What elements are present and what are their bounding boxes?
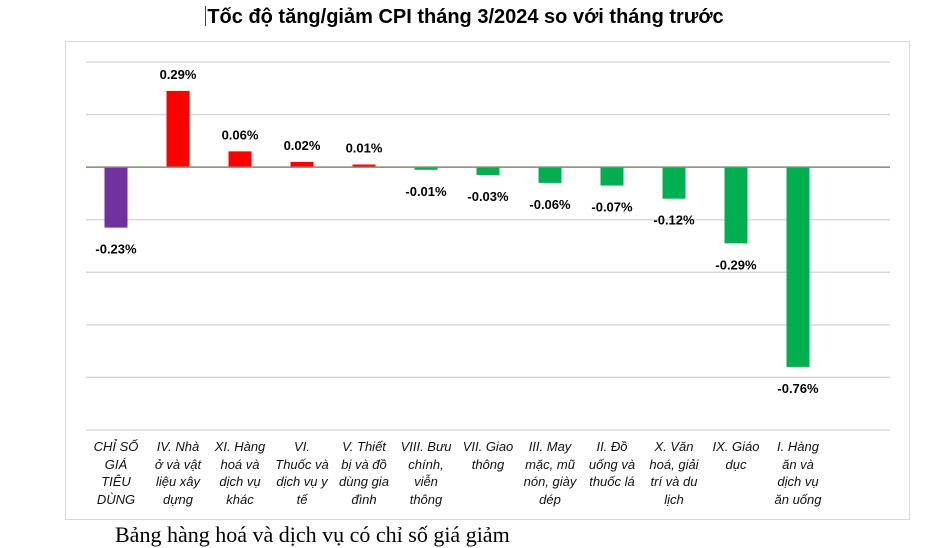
bar-2 — [166, 90, 190, 168]
data-label-6: -0.01% — [405, 184, 447, 199]
caption-partial: Bảng hàng hoá và dịch vụ có chỉ số giá g… — [115, 522, 510, 547]
chart-title: Tốc độ tăng/giảm CPI tháng 3/2024 so với… — [0, 6, 929, 29]
category-label-8: III. May mặc, mũ nón, giày dép — [523, 439, 577, 507]
data-label-9: -0.07% — [591, 200, 633, 215]
data-label-8: -0.06% — [529, 197, 571, 212]
data-label-2: 0.29% — [160, 67, 197, 82]
bar-8 — [538, 167, 562, 183]
text-cursor — [205, 6, 207, 26]
data-label-10: -0.12% — [653, 213, 695, 228]
category-label-3: XI. Hàng hoá và dịch vụ khác — [214, 439, 266, 507]
data-label-11: -0.29% — [715, 257, 757, 272]
category-label-11: IX. Giáo dục — [712, 439, 760, 472]
category-label-12: I. Hàng ăn và dịch vụ ăn uống — [774, 439, 822, 507]
category-label-9: II. Đồ uống và thuốc lá — [588, 439, 636, 489]
data-label-12: -0.76% — [777, 381, 819, 396]
data-label-4: 0.02% — [284, 138, 321, 153]
chart-frame — [65, 41, 910, 520]
category-label-7: VII. Giao thông — [462, 439, 514, 472]
data-label-5: 0.01% — [346, 141, 383, 156]
category-label-1: CHỈ SỐ GIÁ TIÊU DÙNG — [93, 439, 139, 507]
data-label-7: -0.03% — [467, 189, 509, 204]
bar-11 — [724, 167, 748, 244]
category-label-6: VIII. Bưu chính, viễn thông — [400, 439, 452, 507]
data-label-3: 0.06% — [222, 127, 259, 142]
bar-4 — [290, 161, 314, 168]
bar-7 — [476, 167, 500, 176]
bar-1 — [104, 167, 128, 228]
category-label-2: IV. Nhà ở và vật liệu xây dựng — [154, 439, 202, 507]
bar-12 — [786, 167, 810, 367]
bar-6 — [414, 167, 438, 170]
chart-plot: -0.23% 0.29% 0.06% 0.02% 0.01% -0.01% -0.03% -0… — [86, 61, 890, 431]
chart-title-text: Tốc độ tăng/giảm CPI tháng 3/2024 so với… — [207, 6, 724, 28]
bar-9 — [600, 167, 624, 186]
category-label-5: V. Thiết bị và đồ dùng gia đình — [339, 439, 389, 507]
category-label-4: VI. Thuốc và dịch vụ y tế — [275, 439, 329, 507]
bar-3 — [228, 151, 252, 168]
bar-10 — [662, 167, 686, 199]
category-label-10: X. Văn hoá, giải trí và du lịch — [649, 439, 699, 507]
data-label-1: -0.23% — [95, 242, 137, 257]
bar-5 — [352, 164, 376, 168]
